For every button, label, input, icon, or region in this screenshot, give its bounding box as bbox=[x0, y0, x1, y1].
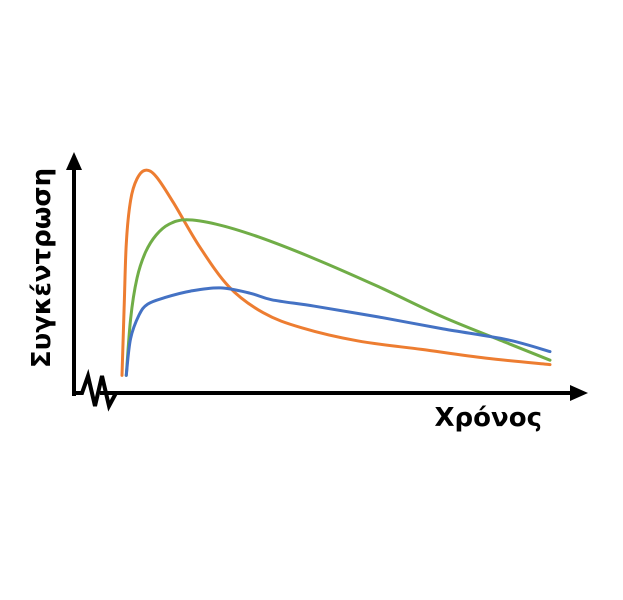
x-axis-label: Χρόνος bbox=[434, 403, 542, 433]
y-axis-arrowhead bbox=[66, 152, 82, 170]
x-axis-arrowhead bbox=[570, 385, 588, 401]
axis-break-zigzag bbox=[74, 368, 120, 412]
series-line-3 bbox=[124, 286, 552, 377]
series-line-1 bbox=[120, 168, 552, 377]
series-layer bbox=[120, 168, 552, 377]
series-line-2 bbox=[124, 218, 552, 377]
y-axis-label: Συγκέντρωση bbox=[27, 168, 57, 368]
